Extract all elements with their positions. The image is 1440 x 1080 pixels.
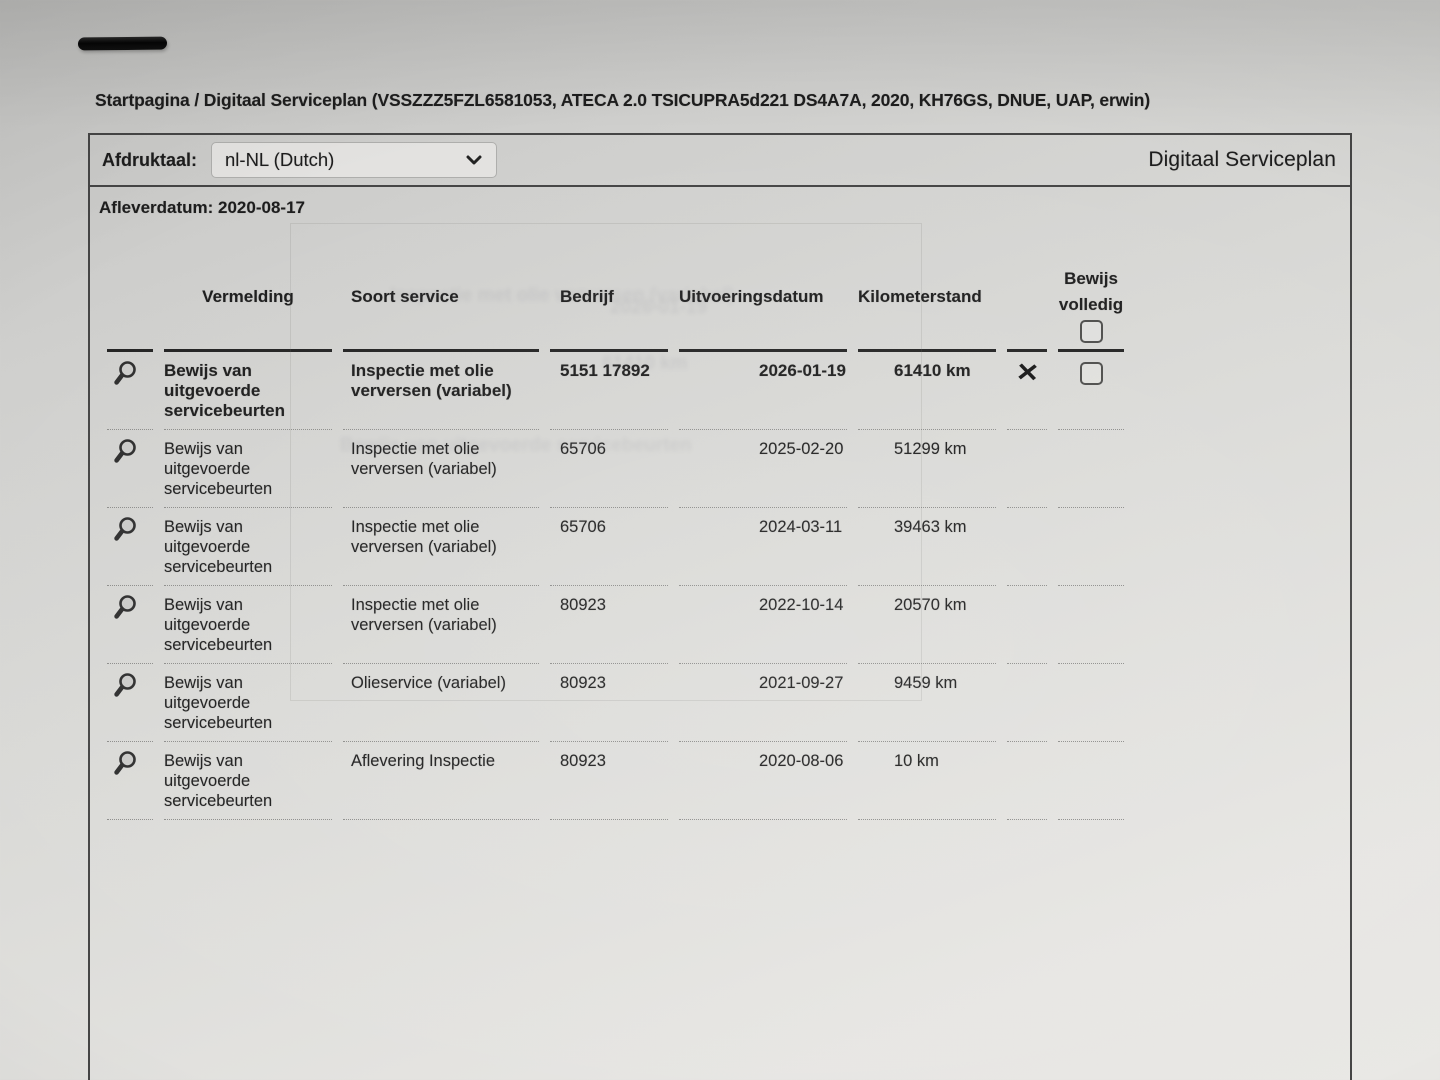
column-header-uitvoeringsdatum: Uitvoeringsdatum (679, 238, 847, 352)
print-language-selected-value: nl-NL (Dutch) (225, 149, 335, 170)
magnifier-icon[interactable] (113, 750, 153, 777)
table-header-row: Vermelding Soort service Bedrijf Uitvoer… (107, 238, 1124, 352)
cell-km: 20570 km (858, 586, 996, 664)
chevron-down-icon (466, 155, 482, 165)
bewijs-volledig-checkbox[interactable] (1079, 362, 1103, 385)
cell-datum: 2020-08-06 (679, 742, 847, 820)
magnifier-icon[interactable] (113, 516, 153, 543)
page-title: Digitaal Serviceplan (1148, 148, 1336, 171)
icon-column-header (107, 238, 153, 352)
column-header-kilometerstand: Kilometerstand (858, 238, 996, 352)
delivery-date: Afleverdatum: 2020-08-17 (99, 198, 305, 217)
cell-vermelding: Bewijs van uitgevoerde servicebeurten (164, 664, 332, 742)
column-header-bewijs-volledig: Bewijs volledig (1058, 238, 1124, 352)
bewijs-label-line1: Bewijs (1064, 269, 1118, 288)
table-row: Bewijs van uitgevoerde servicebeurten Af… (107, 742, 1124, 820)
cell-vermelding: Bewijs van uitgevoerde servicebeurten (164, 430, 332, 508)
magnifier-icon[interactable] (113, 438, 153, 465)
cell-km: 39463 km (858, 508, 996, 586)
cell-datum: 2025-02-20 (679, 430, 847, 508)
cell-datum: 2022-10-14 (679, 586, 847, 664)
cell-km: 61410 km (858, 352, 996, 430)
cell-vermelding: Bewijs van uitgevoerde servicebeurten (164, 352, 332, 430)
cell-km: 9459 km (858, 664, 996, 742)
bewijs-label-line2: volledig (1058, 295, 1124, 314)
cell-bedrijf: 65706 (550, 508, 668, 586)
xmark-column-header (1007, 238, 1047, 352)
cell-datum: 2021-09-27 (679, 664, 847, 742)
cell-bedrijf: 80923 (550, 742, 668, 820)
breadcrumb[interactable]: Startpagina / Digitaal Serviceplan (VSSZ… (95, 90, 1151, 110)
magnifier-icon[interactable] (113, 594, 153, 621)
cell-km: 51299 km (858, 430, 996, 508)
cell-bedrijf: 80923 (550, 664, 668, 742)
cell-soort: Inspectie met olie verversen (variabel) (343, 508, 539, 586)
table-row: Bewijs van uitgevoerde servicebeurten In… (107, 586, 1124, 664)
table-row: Bewijs van uitgevoerde servicebeurten In… (107, 430, 1124, 508)
cell-vermelding: Bewijs van uitgevoerde servicebeurten (164, 586, 332, 664)
cell-bedrijf: 65706 (550, 430, 668, 508)
print-language-label: Afdruktaal: (102, 149, 198, 170)
cell-soort: Inspectie met olie verversen (variabel) (343, 586, 539, 664)
cell-soort: Inspectie met olie verversen (variabel) (343, 352, 539, 430)
cell-km: 10 km (858, 742, 996, 820)
table-row: Bewijs van uitgevoerde servicebeurten In… (107, 352, 1124, 430)
service-history-table: Vermelding Soort service Bedrijf Uitvoer… (96, 238, 1135, 820)
cell-vermelding: Bewijs van uitgevoerde servicebeurten (164, 742, 332, 820)
column-header-soort-service: Soort service (343, 238, 539, 352)
table-row: Bewijs van uitgevoerde servicebeurten Ol… (107, 664, 1124, 742)
magnifier-icon[interactable] (113, 672, 153, 699)
marker-redaction-bar (77, 36, 168, 51)
cell-vermelding: Bewijs van uitgevoerde servicebeurten (164, 508, 332, 586)
serviceplan-panel: Afdruktaal: nl-NL (Dutch) Digitaal Servi… (88, 133, 1352, 1080)
cross-icon: ✕ (1014, 358, 1040, 388)
table-row: Bewijs van uitgevoerde servicebeurten In… (107, 508, 1124, 586)
cell-datum: 2026-01-19 (679, 352, 847, 430)
column-header-bedrijf: Bedrijf (550, 238, 668, 352)
cell-bedrijf: 80923 (550, 586, 668, 664)
cell-datum: 2024-03-11 (679, 508, 847, 586)
magnifier-icon[interactable] (113, 360, 153, 387)
cell-soort: Olieservice (variabel) (343, 664, 539, 742)
cell-soort: Aflevering Inspectie (343, 742, 539, 820)
bewijs-volledig-header-checkbox[interactable] (1079, 320, 1103, 343)
cell-bedrijf: 5151 17892 (550, 352, 668, 430)
column-header-vermelding: Vermelding (164, 238, 332, 352)
print-language-select[interactable]: nl-NL (Dutch) (211, 142, 498, 178)
cell-soort: Inspectie met olie verversen (variabel) (343, 430, 539, 508)
panel-header-band: Afdruktaal: nl-NL (Dutch) Digitaal Servi… (90, 135, 1350, 187)
